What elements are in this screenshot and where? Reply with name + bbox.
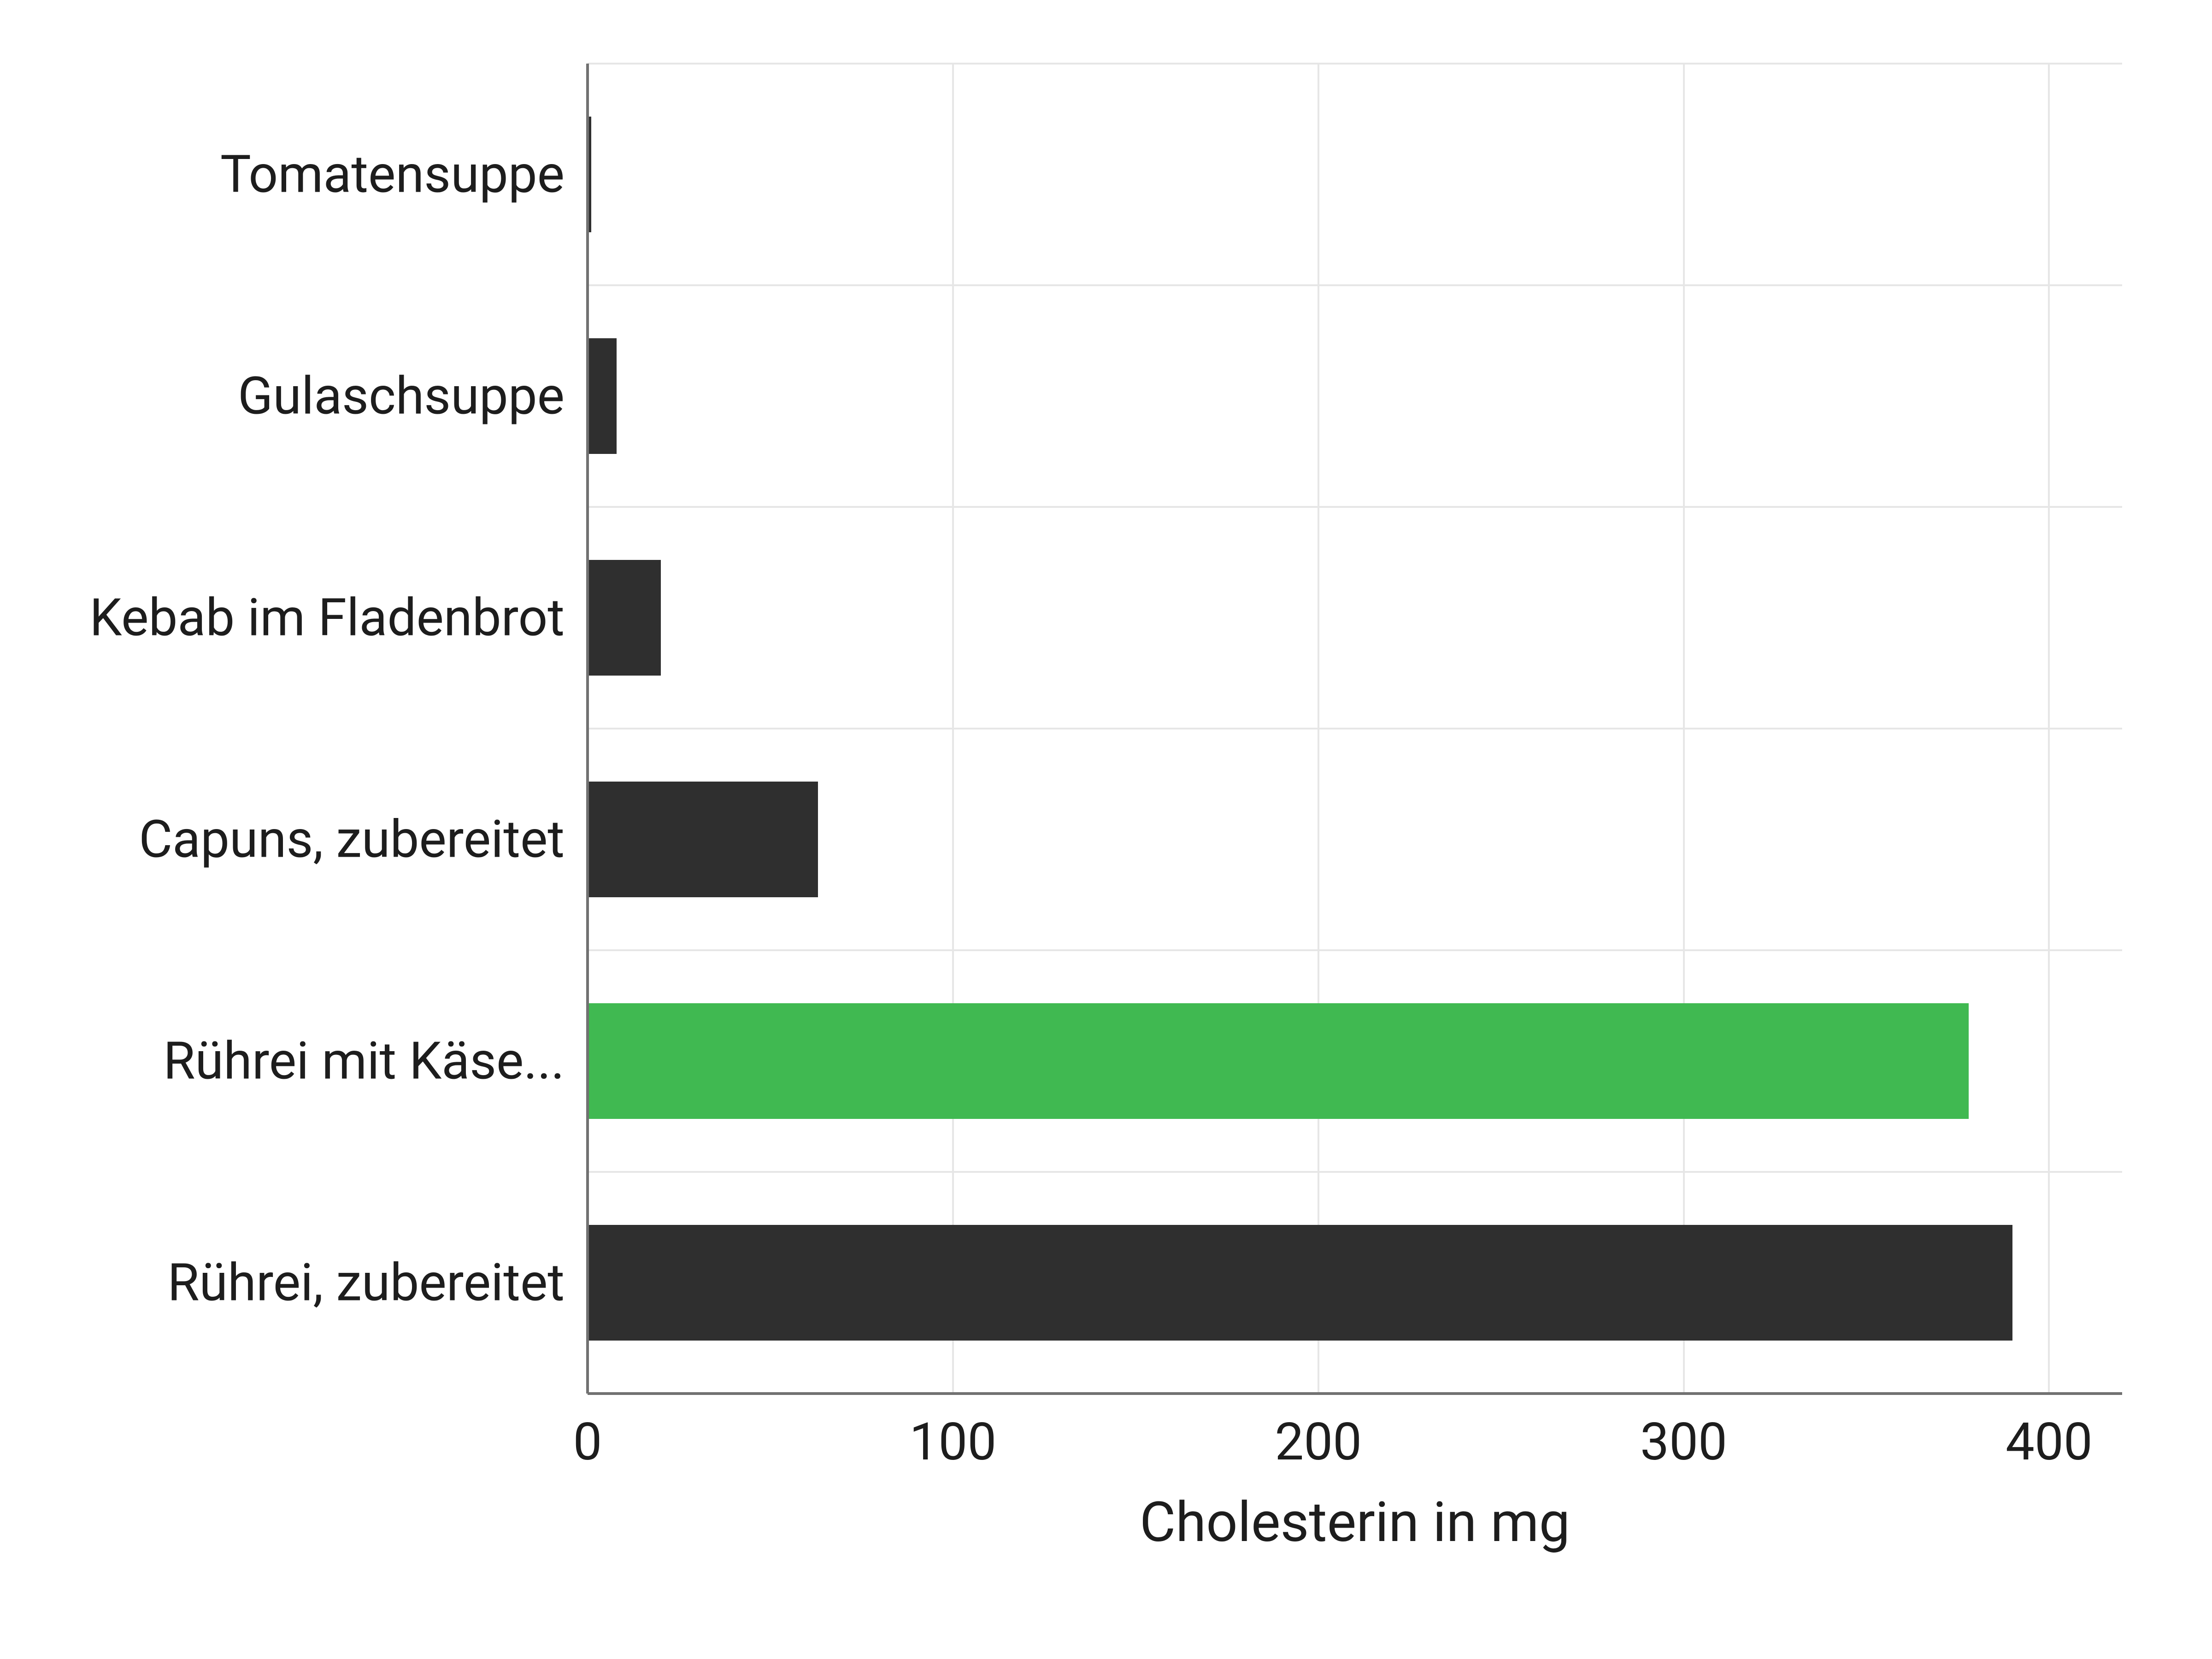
cholesterol-bar-chart: 0100200300400TomatensuppeGulaschsuppeKeb… xyxy=(0,0,2212,1659)
bar xyxy=(588,1003,1969,1118)
gridline-horizontal xyxy=(588,949,2122,951)
gridline-horizontal xyxy=(588,63,2122,65)
y-category-label: Gulaschsuppe xyxy=(238,366,588,426)
y-category-label: Tomatensuppe xyxy=(220,144,588,205)
bar xyxy=(588,782,818,897)
bar xyxy=(588,338,617,453)
y-category-label: Capuns, zubereitet xyxy=(139,809,588,870)
y-category-label: Kebab im Fladenbrot xyxy=(89,588,588,648)
gridline-horizontal xyxy=(588,728,2122,729)
gridline-horizontal xyxy=(588,506,2122,508)
plot-area: 0100200300400TomatensuppeGulaschsuppeKeb… xyxy=(588,64,2122,1394)
y-axis-line xyxy=(586,64,589,1394)
gridline-horizontal xyxy=(588,1171,2122,1173)
y-category-label: Rührei mit Käse... xyxy=(163,1031,588,1091)
gridline-horizontal xyxy=(588,284,2122,286)
bar xyxy=(588,560,661,675)
bar xyxy=(588,1225,2012,1340)
y-category-label: Rührei, zubereitet xyxy=(167,1253,588,1313)
x-axis-title: Cholesterin in mg xyxy=(588,1394,2122,1555)
